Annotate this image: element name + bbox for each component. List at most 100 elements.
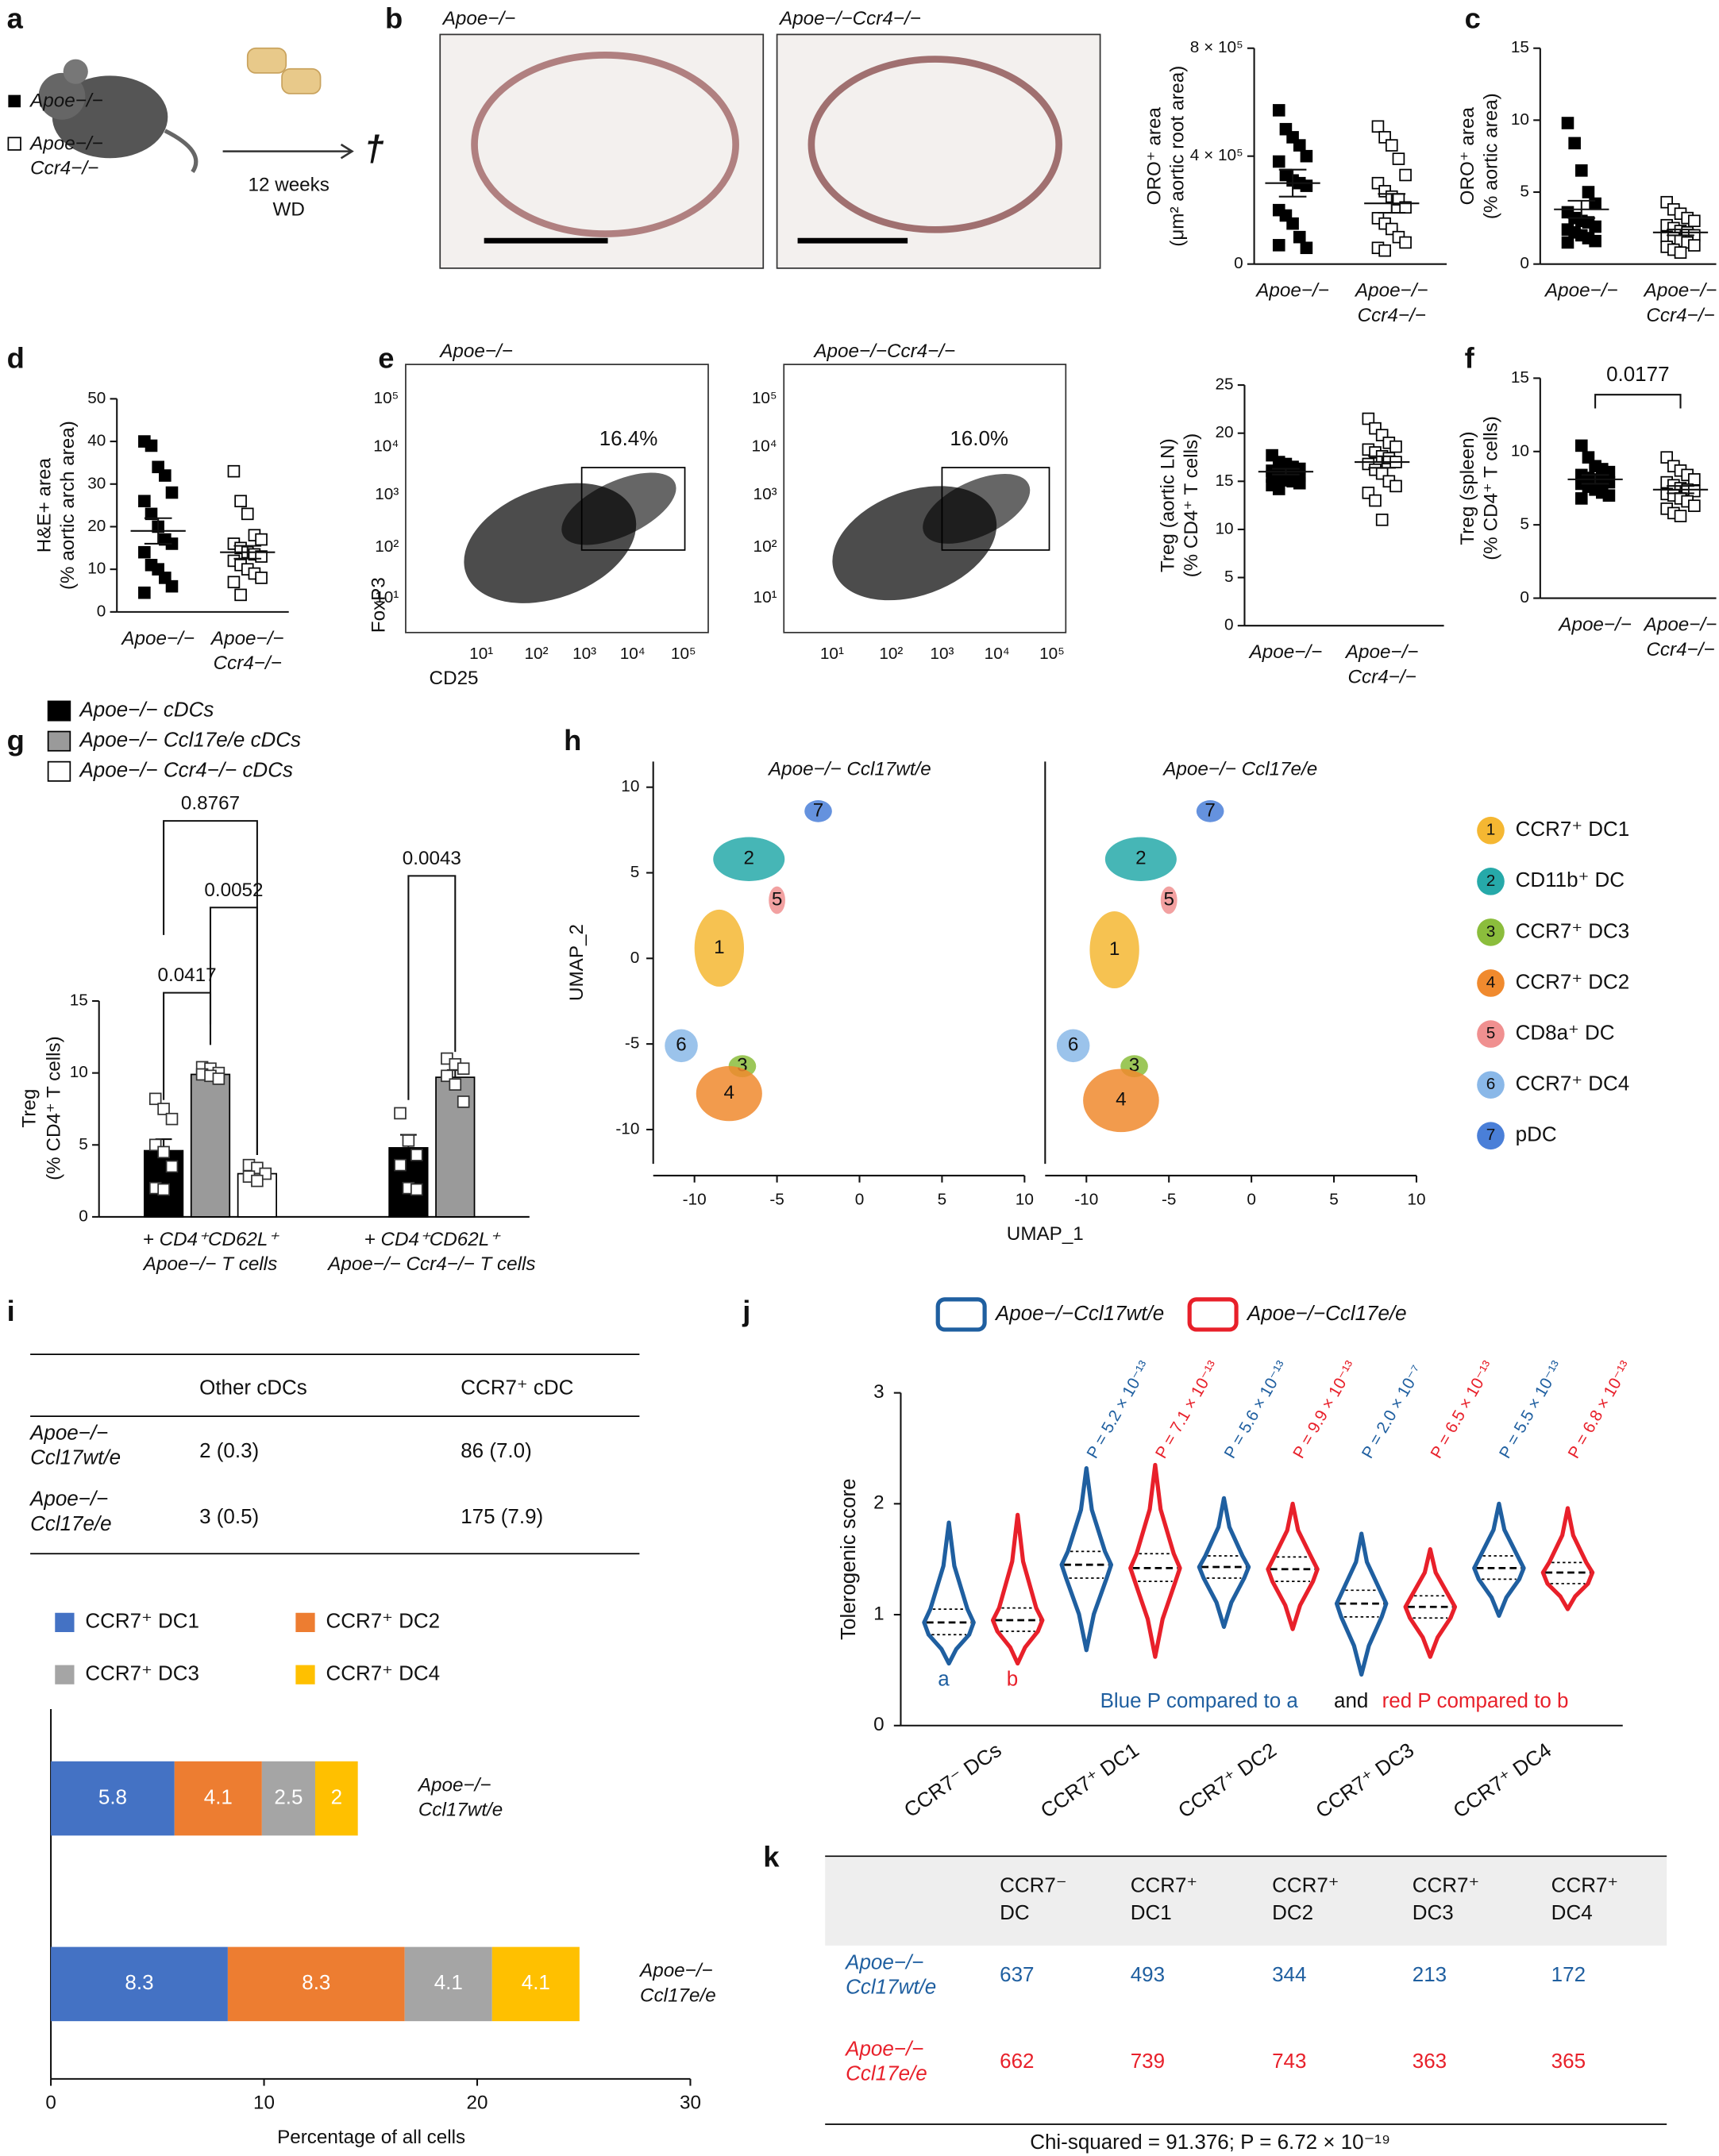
- legend-number: 5: [1486, 1024, 1496, 1042]
- legend-swatch: [55, 1665, 75, 1684]
- y-axis-label: (% CD4⁺ T cells): [1181, 433, 1202, 578]
- data-point: [251, 1174, 264, 1188]
- cluster: [1089, 911, 1139, 989]
- y-tick-label: 5: [630, 863, 640, 881]
- y-tick-label: -10: [615, 1119, 639, 1138]
- data-point: [255, 572, 268, 584]
- legend-label: Apoe−/−Ccl17wt/e: [994, 1301, 1164, 1325]
- data-point: [1389, 440, 1402, 453]
- cluster-label: 4: [1116, 1089, 1126, 1111]
- legend-swatch: [47, 760, 71, 782]
- legend-label: Apoe−/−Ccl17e/e: [1246, 1301, 1407, 1325]
- legend-swatch: [1477, 868, 1505, 895]
- legend-label: CCR7⁺ DC1: [1516, 817, 1630, 841]
- y-axis-label: Tolerogenic score: [836, 1478, 860, 1640]
- row-header: Ccl17e/e: [846, 2062, 927, 2085]
- category-label: Apoe−/−: [417, 1774, 491, 1796]
- column-header: CCR7⁺: [1131, 1873, 1197, 1896]
- y-tick-label: 10¹: [754, 588, 777, 606]
- sem-bar: [1567, 199, 1596, 219]
- row-header: Ccl17wt/e: [30, 1446, 121, 1469]
- data-point: [1369, 494, 1382, 507]
- column-header: CCR7⁺: [1551, 1873, 1618, 1896]
- y-tick-label: 5: [1520, 515, 1529, 533]
- y-tick-label: 20: [1215, 423, 1233, 441]
- bar: [190, 1073, 231, 1218]
- group-label: Ccr4−/−: [30, 158, 98, 179]
- data-point: [1392, 152, 1405, 165]
- table-cell: 739: [1131, 2049, 1165, 2073]
- data-point: [457, 1095, 470, 1108]
- data-label: 8.3: [125, 1970, 153, 1994]
- panel-letter: k: [763, 1840, 780, 1873]
- data-point: [402, 1134, 415, 1147]
- cluster-label: 6: [1068, 1034, 1078, 1056]
- x-tick-label: 10: [1407, 1191, 1425, 1209]
- legend-label: CCR7⁺ DC1: [85, 1609, 199, 1633]
- cluster-label: 5: [1163, 888, 1174, 910]
- data-point: [1575, 492, 1588, 505]
- cluster: [1160, 886, 1177, 914]
- data-point: [1688, 499, 1701, 512]
- sem-bar: [144, 517, 172, 545]
- sem-bar: [1581, 474, 1609, 485]
- y-axis-label: (% CD4⁺ T cells): [44, 1036, 65, 1180]
- category-label: Ccl17e/e: [640, 1985, 716, 2006]
- data-point: [227, 576, 241, 589]
- image-title: Apoe−/−: [441, 8, 516, 29]
- table-cell: 213: [1413, 1962, 1447, 1986]
- legend-swatch: [295, 1665, 315, 1684]
- table-cell: 493: [1131, 1962, 1165, 1986]
- table-cell: 86 (7.0): [461, 1438, 531, 1462]
- x-axis-label: Percentage of all cells: [277, 2127, 465, 2148]
- tissue: [807, 56, 1062, 233]
- data-label: 5.8: [98, 1784, 127, 1808]
- legend-swatch: [47, 730, 71, 752]
- data-point: [241, 507, 254, 521]
- y-tick-label: 10⁵: [374, 389, 399, 407]
- data-point: [1688, 239, 1701, 252]
- x-tick-label: -10: [683, 1191, 707, 1209]
- violin: [922, 1520, 976, 1666]
- y-tick-label: 20: [87, 517, 106, 535]
- data-point: [227, 464, 241, 478]
- data-point: [1286, 217, 1299, 230]
- data-point: [165, 1160, 179, 1173]
- violin: [1197, 1496, 1251, 1630]
- x-tick-label: 10¹: [820, 645, 844, 663]
- cluster: [665, 1029, 698, 1063]
- row-header: Ccl17e/e: [30, 1511, 112, 1535]
- group-label: Apoe−/−: [29, 90, 103, 112]
- data-point: [449, 1078, 462, 1091]
- data-point: [1272, 155, 1285, 168]
- note: red P compared to b: [1382, 1688, 1569, 1712]
- bar-segment: [491, 1946, 580, 2022]
- category-label: Ccl17wt/e: [418, 1800, 503, 1821]
- x-tick-label: 10⁵: [1039, 645, 1065, 663]
- tissue: [471, 52, 739, 237]
- column-header: CCR7⁺: [1413, 1873, 1479, 1896]
- bracket: [209, 907, 258, 1155]
- data-label: 4.1: [522, 1970, 550, 1994]
- group-letter: b: [1007, 1666, 1018, 1690]
- y-tick-label: 0: [79, 1207, 88, 1225]
- endpoint: †: [364, 129, 384, 169]
- data-point: [159, 469, 172, 482]
- data-point: [1300, 179, 1313, 192]
- data-point: [165, 1112, 179, 1126]
- bar-segment: [227, 1946, 405, 2022]
- legend-label: CCR7⁺ DC2: [1516, 969, 1630, 993]
- x-tick-label: Ccr4−/−: [1646, 305, 1714, 326]
- y-tick-label: 0: [630, 949, 640, 967]
- histology-image: [776, 33, 1101, 269]
- bar-segment: [174, 1761, 262, 1836]
- sem-bar: [1667, 485, 1694, 495]
- cluster-label: 1: [1109, 938, 1120, 960]
- legend-label: Apoe−/− Ccl17e/e cDCs: [78, 728, 301, 752]
- arrow: [222, 143, 354, 160]
- y-tick-label: 5: [79, 1135, 88, 1153]
- cluster-label: 5: [772, 888, 782, 910]
- y-tick-label: 2: [873, 1492, 884, 1514]
- legend-swatch: [1477, 1122, 1505, 1150]
- legend-label: CD8a⁺ DC: [1516, 1020, 1615, 1044]
